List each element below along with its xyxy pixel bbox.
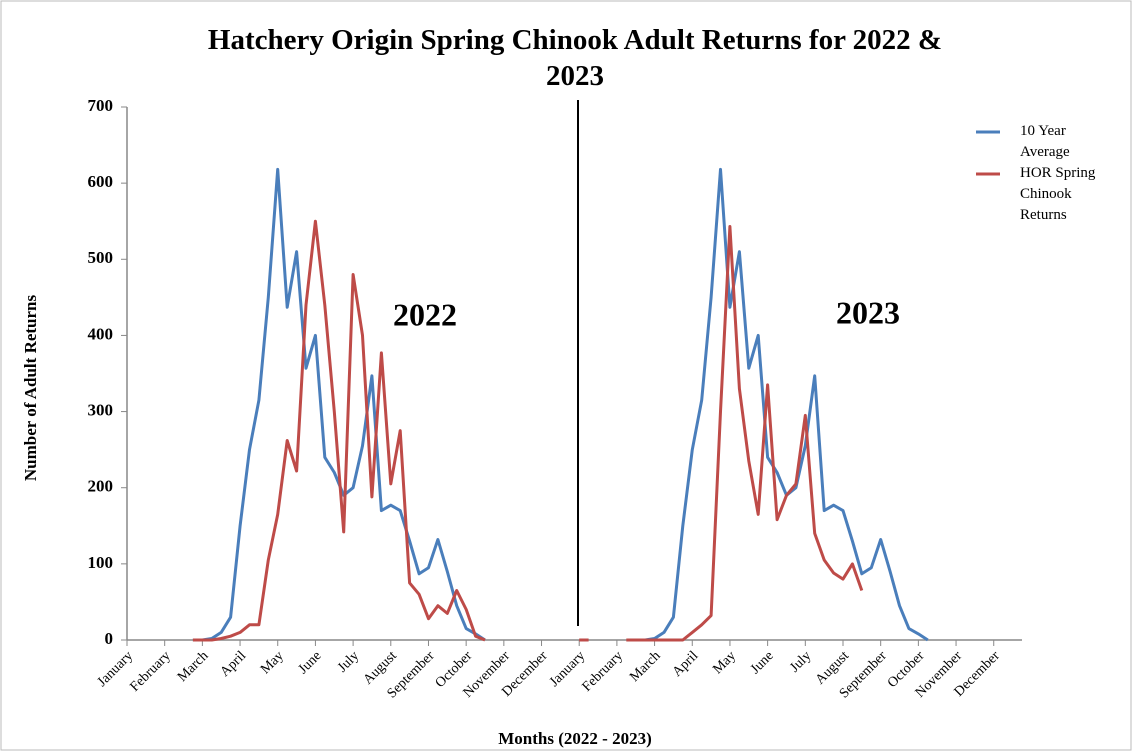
title-line: Hatchery Origin Spring Chinook Adult Ret…: [208, 24, 942, 56]
legend-line: 10 Year: [1020, 123, 1066, 139]
chart-title: Hatchery Origin Spring Chinook Adult Ret…: [208, 24, 942, 92]
y-tick-label: 400: [88, 324, 114, 343]
legend-line: Returns: [1020, 207, 1067, 223]
y-tick-label: 500: [88, 248, 114, 267]
x-axis-label: Months (2022 - 2023): [498, 729, 651, 748]
annotation: 2022: [393, 296, 457, 332]
y-tick-label: 100: [88, 553, 114, 572]
y-tick-label: 200: [88, 477, 114, 496]
legend-label: HOR Spring Chinook Returns: [1020, 165, 1096, 223]
title-line: 2023: [546, 60, 604, 92]
y-axis-label: Number of Adult Returns: [21, 295, 40, 482]
annotation: 2023: [836, 294, 900, 330]
y-tick-label: 300: [88, 400, 114, 419]
legend-line: Chinook: [1020, 186, 1072, 202]
y-tick-label: 700: [88, 96, 114, 115]
legend-line: Average: [1020, 144, 1070, 160]
y-tick-label: 0: [105, 629, 114, 648]
series-line: [192, 219, 864, 642]
legend-line: HOR Spring: [1020, 165, 1096, 181]
legend-label: 10 Year Average: [1020, 123, 1070, 160]
y-tick-label: 600: [88, 172, 114, 191]
